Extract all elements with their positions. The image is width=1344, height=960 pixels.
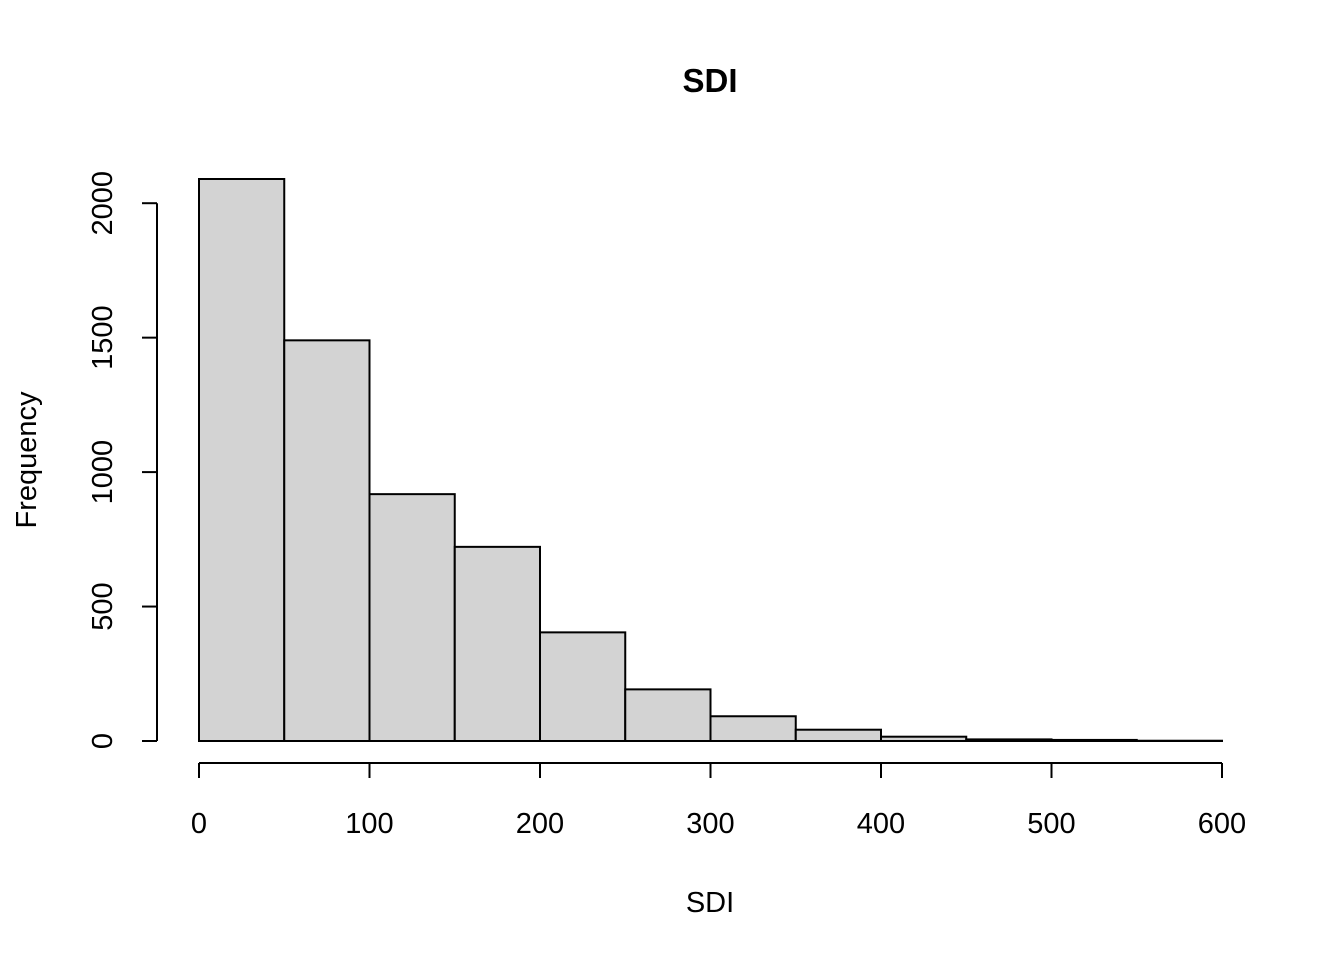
histogram-bar [880, 735, 968, 743]
histogram-bar [453, 545, 541, 743]
x-tick-label: 400 [857, 808, 905, 840]
x-tick-label: 0 [191, 808, 207, 840]
bars-group [198, 178, 1223, 743]
y-tick-label: 500 [87, 582, 119, 630]
x-tick-label: 600 [1198, 808, 1246, 840]
histogram-bar [965, 738, 1053, 742]
x-tick-label: 300 [686, 808, 734, 840]
histogram-bar [539, 631, 627, 742]
y-axis-label: Frequency [11, 391, 43, 529]
chart-title: SDI [682, 62, 737, 99]
x-axis: 0 100 200 300 400 500 600 [191, 762, 1246, 840]
y-tick-label: 2000 [87, 171, 119, 236]
y-axis: 0 500 1000 1500 2000 [87, 171, 158, 749]
y-tick-label: 0 [87, 733, 119, 749]
histogram-bar [624, 688, 712, 742]
x-tick-label: 200 [516, 808, 564, 840]
x-tick-label: 500 [1027, 808, 1075, 840]
histogram-bar [1050, 738, 1138, 742]
histogram-bar [283, 339, 371, 742]
y-tick-label: 1000 [87, 440, 119, 505]
y-tick-label: 1500 [87, 305, 119, 370]
histogram-bar [368, 493, 456, 742]
x-tick-label: 100 [345, 808, 393, 840]
histogram-bar [709, 715, 797, 742]
histogram-bar [198, 178, 286, 742]
x-axis-label: SDI [686, 887, 734, 919]
histogram-bar [794, 728, 882, 743]
